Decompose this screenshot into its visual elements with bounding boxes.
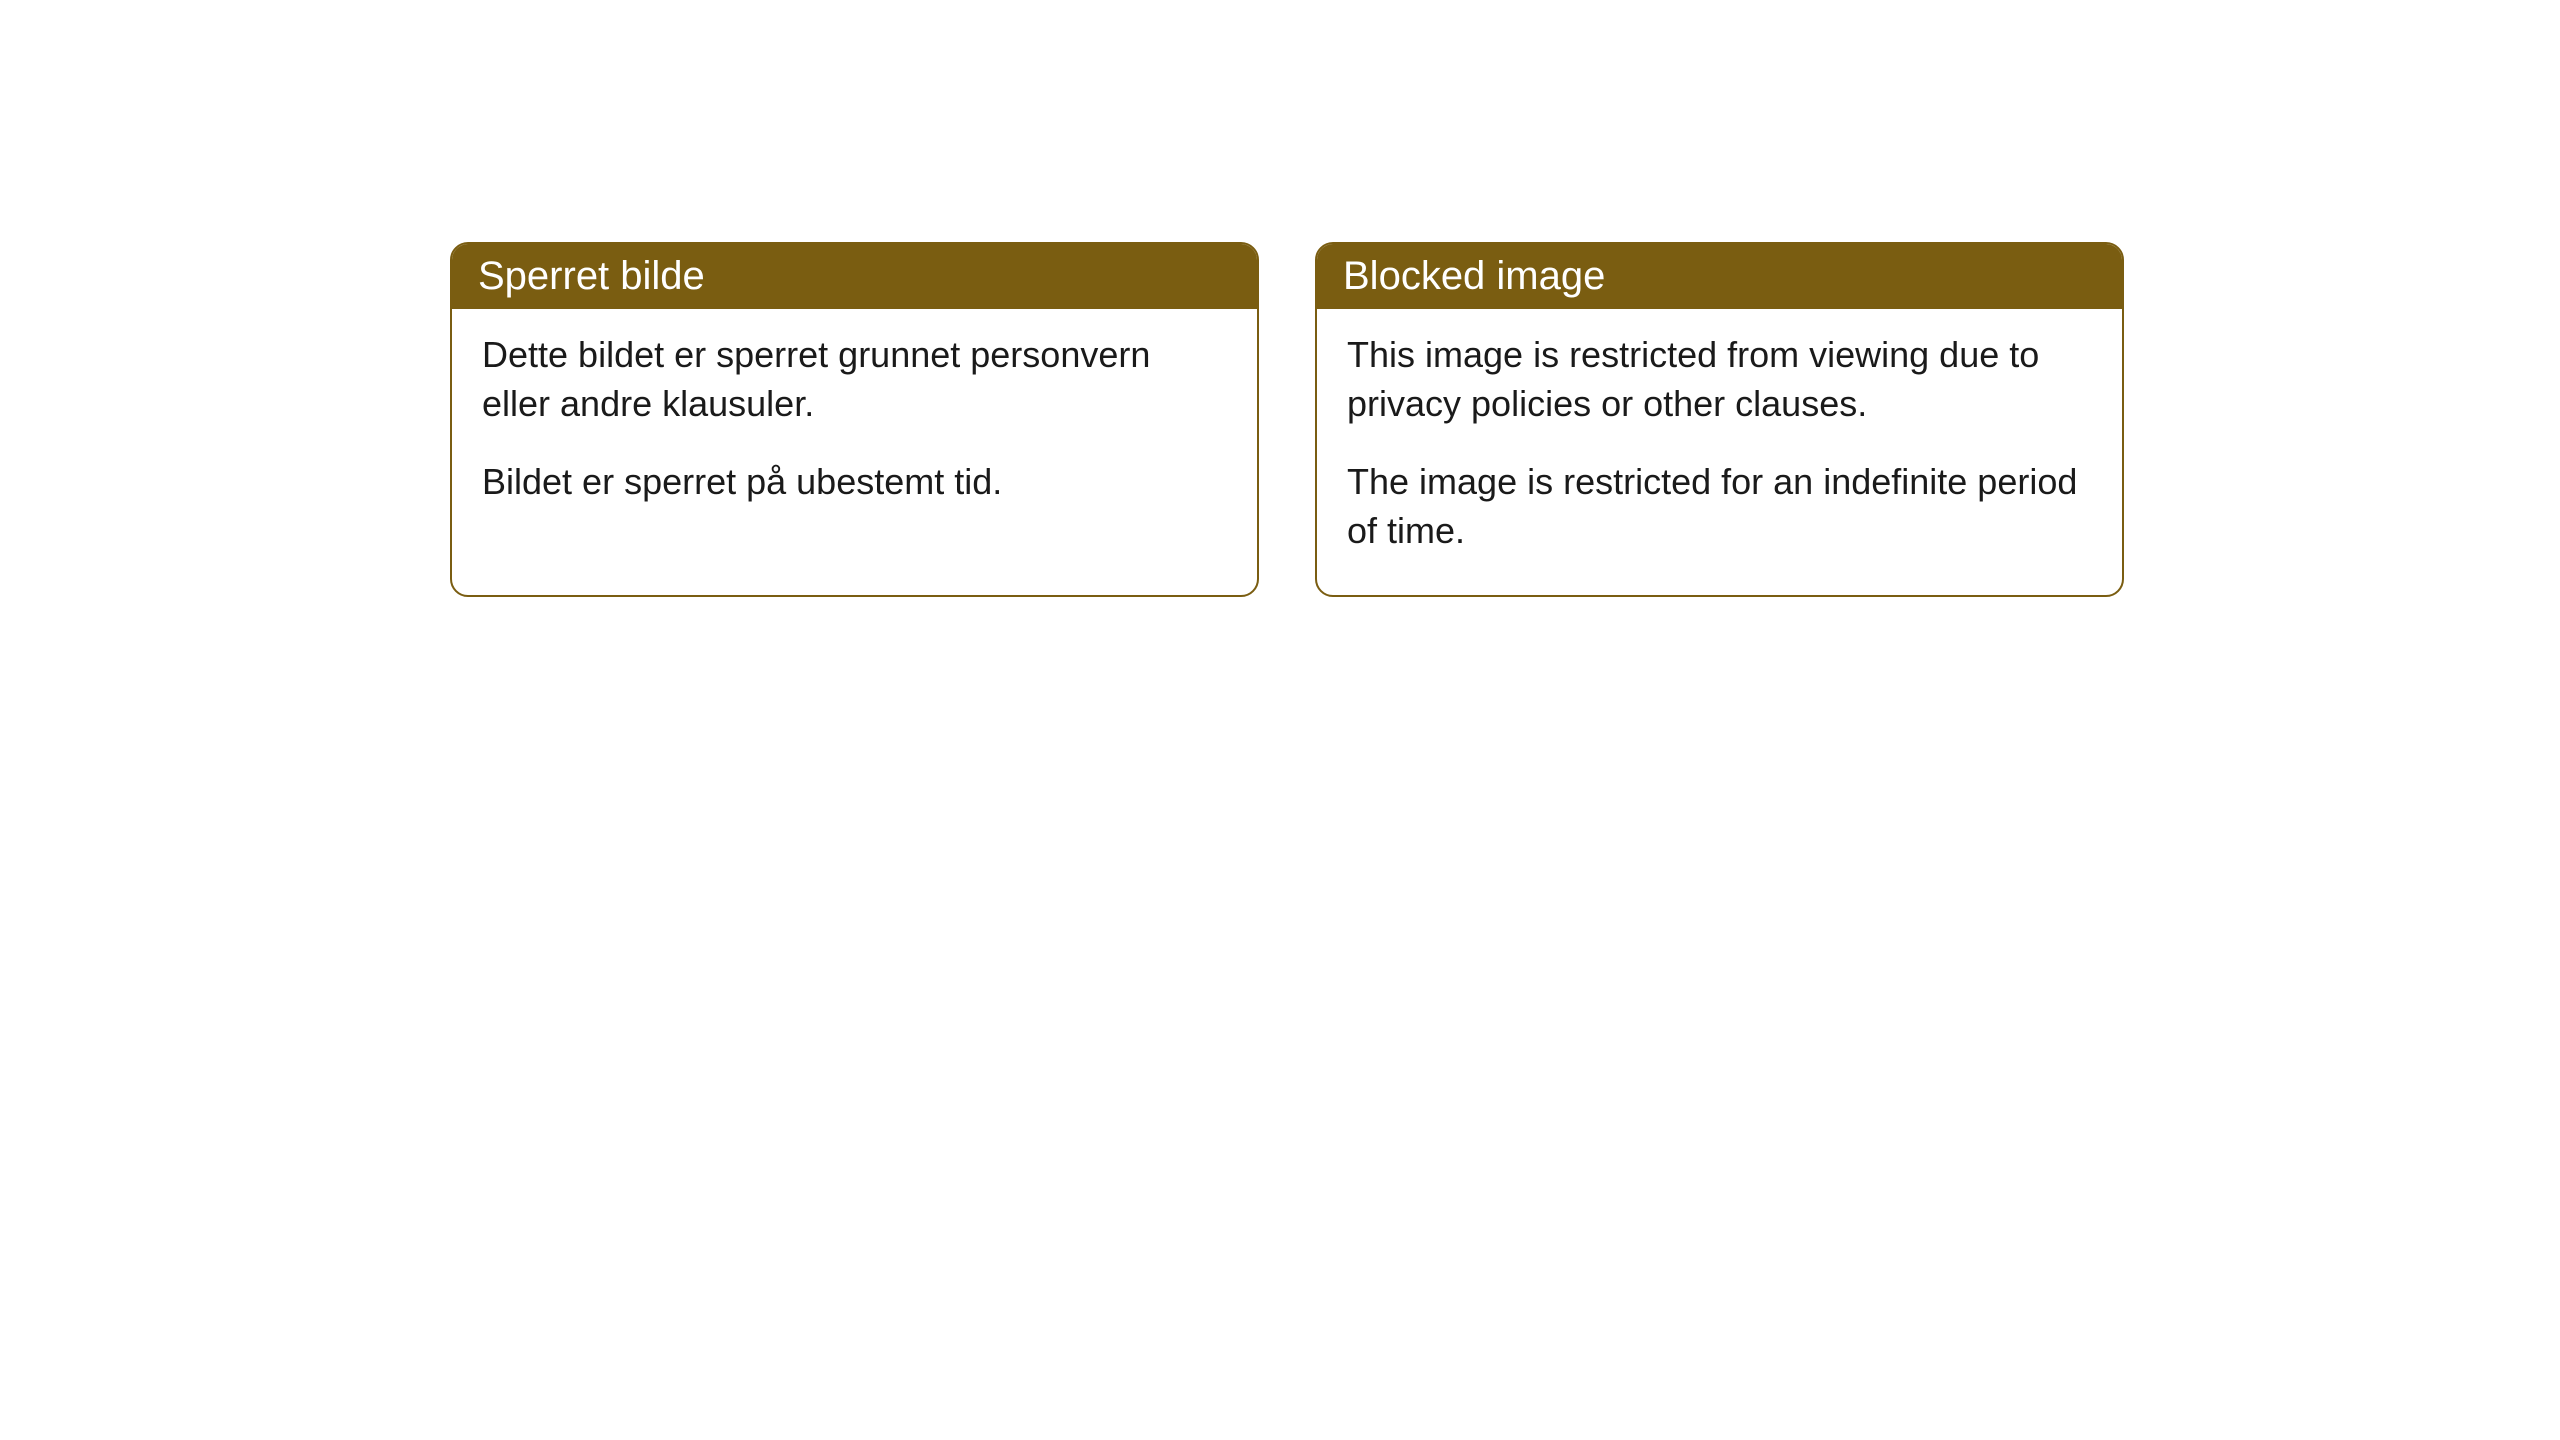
card-header-norwegian: Sperret bilde [452,244,1257,309]
card-title: Sperret bilde [478,254,705,298]
card-paragraph-2: Bildet er sperret på ubestemt tid. [482,458,1227,507]
blocked-image-card-english: Blocked image This image is restricted f… [1315,242,2124,597]
card-paragraph-1: Dette bildet er sperret grunnet personve… [482,331,1227,428]
notice-cards-container: Sperret bilde Dette bildet er sperret gr… [450,242,2124,597]
card-title: Blocked image [1343,254,1605,298]
card-paragraph-2: The image is restricted for an indefinit… [1347,458,2092,555]
card-header-english: Blocked image [1317,244,2122,309]
card-body-norwegian: Dette bildet er sperret grunnet personve… [452,309,1257,547]
card-paragraph-1: This image is restricted from viewing du… [1347,331,2092,428]
card-body-english: This image is restricted from viewing du… [1317,309,2122,595]
blocked-image-card-norwegian: Sperret bilde Dette bildet er sperret gr… [450,242,1259,597]
